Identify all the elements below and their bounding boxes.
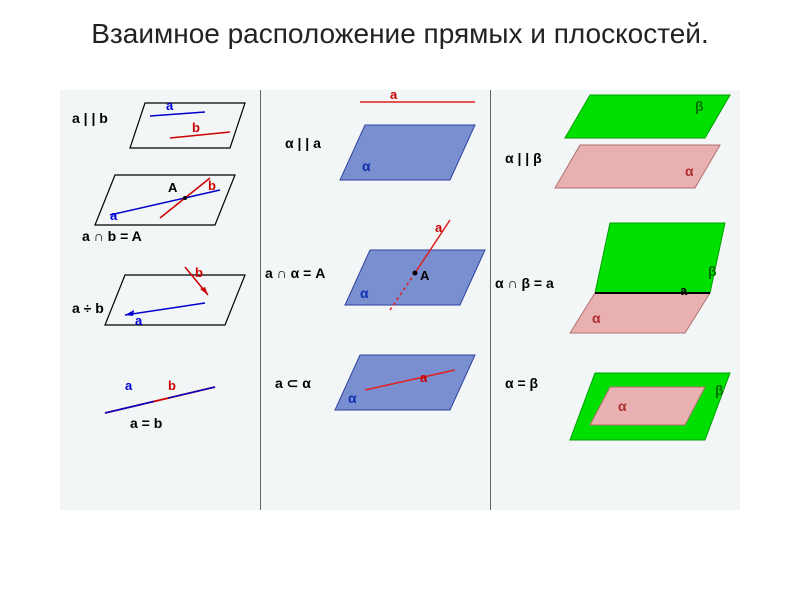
diagram-6 — [330, 215, 490, 325]
label-a2: a — [110, 208, 117, 223]
caption-2: a ∩ b = A — [82, 228, 142, 244]
cell-a-parallel-b: a | | b a b — [60, 90, 260, 170]
label-a3: a — [135, 313, 142, 328]
label-A6: A — [420, 268, 429, 283]
cell-alpha-intersect-beta: β a α α ∩ β = a — [490, 215, 740, 360]
label-beta10: β — [715, 382, 724, 398]
label-b2: b — [208, 178, 216, 193]
caption-5: α | | a — [285, 135, 321, 151]
label-A-point: A — [168, 180, 177, 195]
caption-6: a ∩ α = A — [265, 265, 325, 281]
label-a: a — [166, 98, 173, 113]
cell-a-intersect-b: A a b a ∩ b = A — [60, 170, 260, 265]
label-beta9: β — [708, 263, 717, 279]
cell-a-subset-alpha: a α a ⊂ α — [260, 340, 490, 450]
diagram-3 — [100, 265, 250, 335]
label-alpha6: α — [360, 285, 369, 301]
caption-1: a | | b — [72, 110, 108, 126]
column-line-line: a | | b a b A a b a ∩ b = A — [60, 90, 260, 510]
label-a4: a — [125, 378, 132, 393]
label-alpha9: α — [592, 310, 601, 326]
column-line-plane: a α α | | a a A α a ∩ α = A a α — [260, 90, 490, 510]
label-line-a9: a — [680, 283, 687, 298]
diagram-4 — [95, 375, 225, 420]
cell-alpha-parallel-beta: β α α | | β — [490, 90, 740, 215]
label-alpha10: α — [618, 398, 627, 414]
caption-8: α | | β — [505, 150, 542, 166]
diagram-grid: a | | b a b A a b a ∩ b = A — [60, 90, 740, 510]
cell-alpha-equal-beta: β α α = β — [490, 360, 740, 470]
label-alpha5: α — [362, 158, 371, 174]
diagram-10 — [555, 365, 735, 450]
caption-10: α = β — [505, 375, 538, 391]
label-b: b — [192, 120, 200, 135]
diagram-7 — [320, 345, 480, 425]
label-line-a6: a — [435, 220, 442, 235]
cell-a-equal-b: a b a = b — [60, 370, 260, 460]
label-b4: b — [168, 378, 176, 393]
label-alpha7: α — [348, 390, 357, 406]
label-b3: b — [195, 265, 203, 280]
cell-a-intersect-alpha: a A α a ∩ α = A — [260, 210, 490, 340]
diagram-1 — [130, 98, 250, 153]
caption-7: a ⊂ α — [275, 375, 311, 392]
column-plane-plane: β α α | | β β a α α ∩ β = a β α α = β — [490, 90, 740, 510]
caption-4: a = b — [130, 415, 162, 431]
label-line-a7: a — [420, 370, 427, 385]
page-title: Взаимное расположение прямых и плоскосте… — [0, 0, 800, 60]
caption-9: α ∩ β = a — [495, 275, 554, 291]
label-alpha8: α — [685, 163, 694, 179]
label-beta8: β — [695, 98, 704, 114]
cell-alpha-parallel-a: a α α | | a — [260, 90, 490, 210]
diagram-5 — [320, 90, 480, 190]
diagram-8 — [545, 90, 735, 200]
label-line-a5: a — [390, 87, 397, 102]
cell-a-skew-b: b a a ÷ b — [60, 265, 260, 370]
caption-3: a ÷ b — [72, 300, 104, 316]
